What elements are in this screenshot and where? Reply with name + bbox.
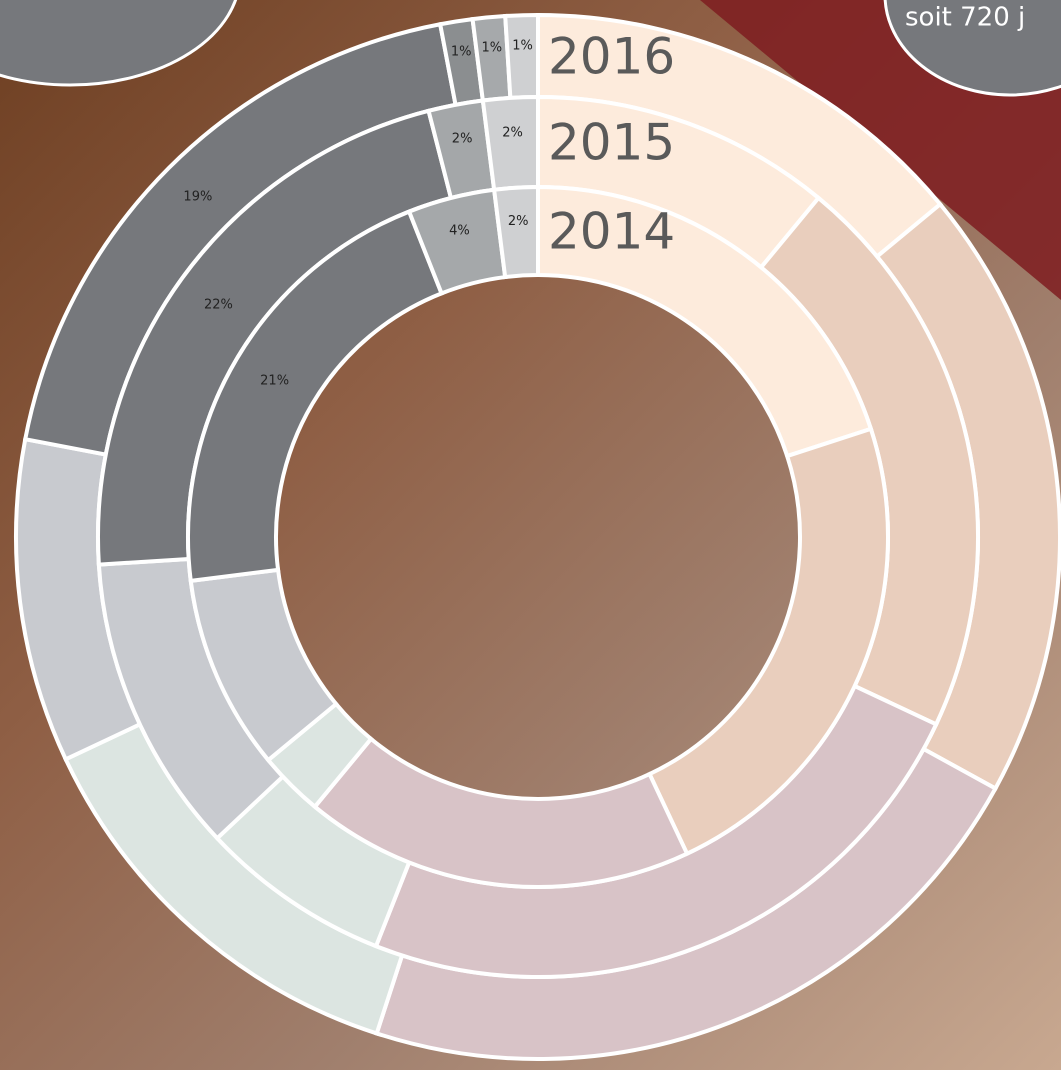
callout: soit 720 j [905,3,1025,33]
bubble [0,0,238,87]
ring-label: 2014 [548,203,675,261]
data-label: 2% [452,132,473,147]
data-label: 22% [204,297,233,312]
data-label: 1% [512,39,533,54]
ring-label: 2015 [548,114,675,172]
donut-segment [503,12,540,100]
ring-label: 2016 [548,28,675,86]
data-label: 1% [451,45,472,60]
data-label: 4% [449,223,470,238]
data-label: 1% [481,41,502,56]
data-label: 2% [508,214,529,229]
donut-segment [491,184,540,280]
callout-bubble [883,0,1061,97]
rings: 19% 1% 1% 1% 2016 22% 2% 2% 2015 21% 4% 2% 2014 [14,12,1061,1061]
data-label: 2% [502,125,523,140]
data-label: 21% [260,374,289,389]
data-label: 19% [183,189,212,204]
donut-segment [480,94,540,192]
